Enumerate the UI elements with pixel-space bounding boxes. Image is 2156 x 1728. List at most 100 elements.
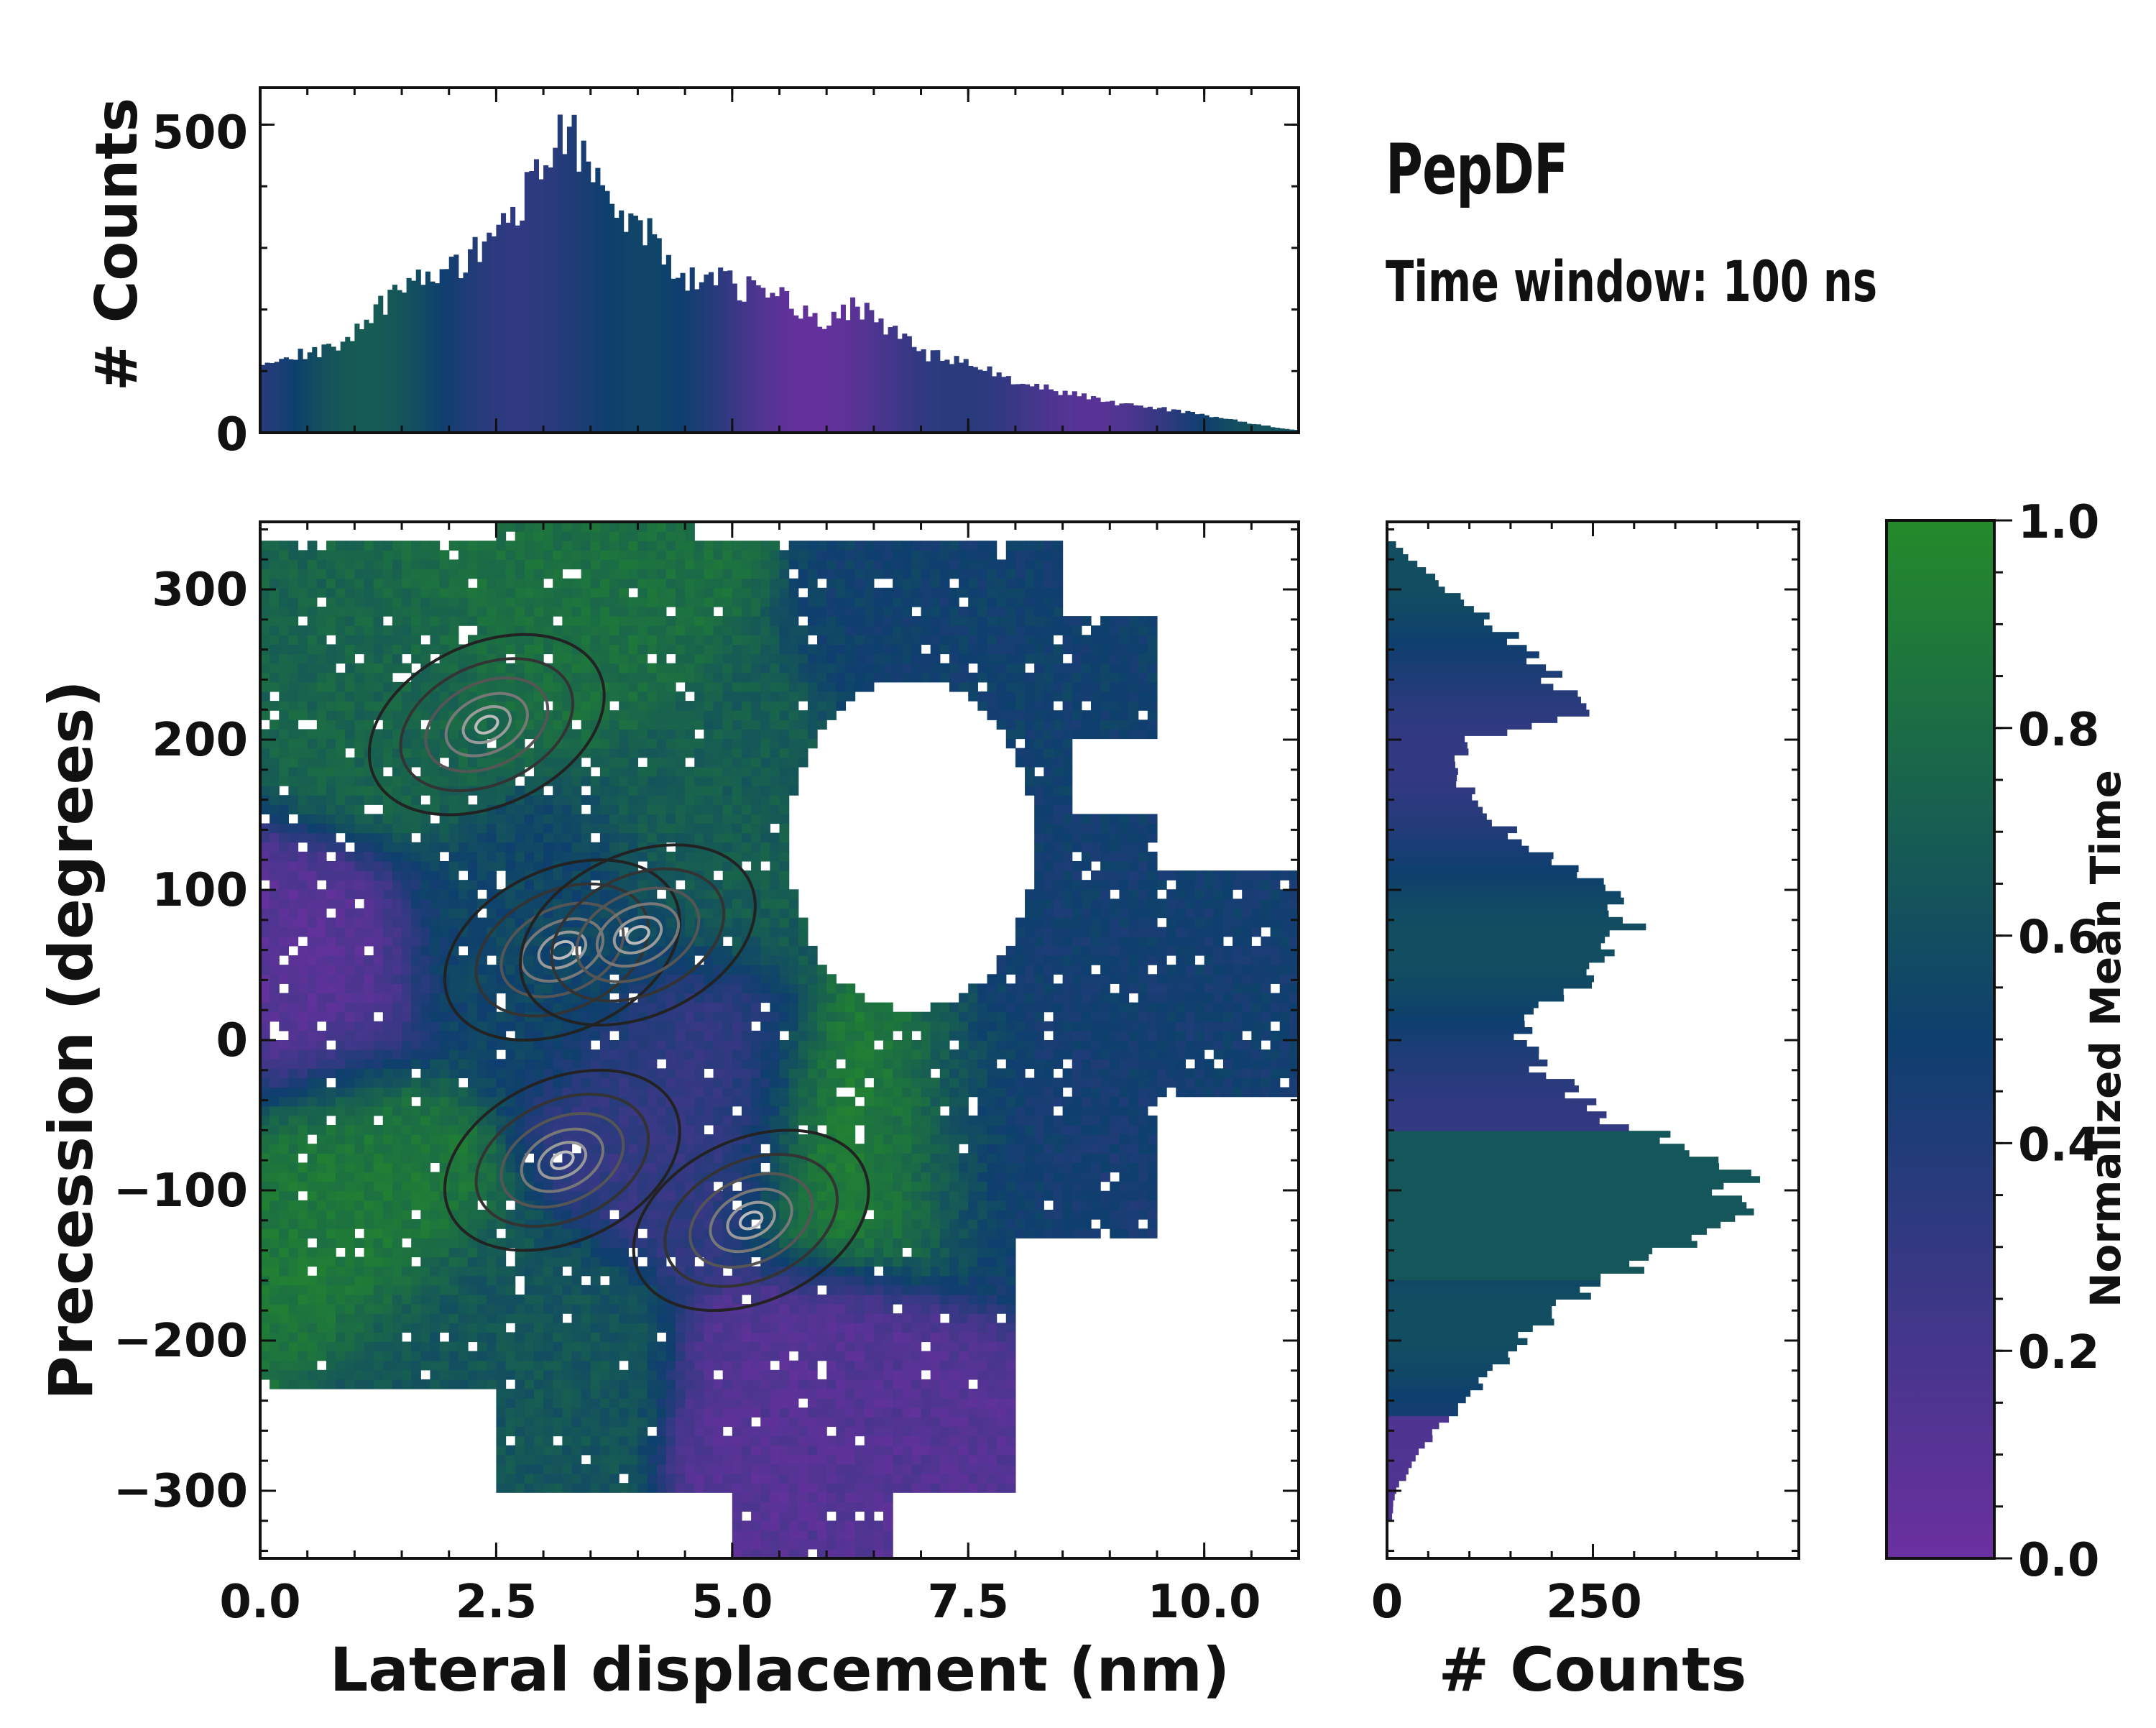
heatmap-cell	[487, 965, 497, 975]
heatmap-cell	[722, 1002, 733, 1013]
heatmap-cell	[751, 974, 761, 984]
heatmap-cell	[420, 1323, 431, 1333]
heatmap-cell	[430, 578, 441, 589]
heatmap-cell	[732, 880, 742, 890]
heatmap-cell	[260, 710, 270, 720]
heatmap-cell	[685, 974, 695, 984]
heatmap-cell	[298, 1030, 308, 1041]
heatmap-cell	[599, 1304, 610, 1314]
heatmap-cell	[288, 1030, 299, 1041]
heatmap-cell	[656, 1445, 667, 1456]
heatmap-cell	[402, 748, 412, 758]
heatmap-cell	[694, 720, 705, 730]
heatmap-cell	[571, 814, 582, 824]
heatmap-cell	[619, 842, 629, 852]
heatmap-cell	[685, 644, 695, 655]
heatmap-cell	[581, 842, 591, 852]
heatmap-cell	[279, 1209, 290, 1220]
heatmap-cell	[260, 1200, 270, 1210]
heatmap-cell	[354, 1275, 365, 1286]
heatmap-cell	[704, 870, 714, 881]
heatmap-cell	[647, 1379, 658, 1389]
heatmap-cell	[411, 1124, 421, 1135]
heatmap-cell	[477, 663, 487, 674]
heatmap-cell	[354, 1106, 365, 1116]
heatmap-cell	[420, 1077, 431, 1088]
heatmap-cell	[704, 569, 714, 579]
heatmap-cell	[590, 1426, 601, 1437]
heatmap-cell	[760, 1341, 770, 1352]
heatmap-cell	[270, 653, 280, 664]
heatmap-cell	[364, 1209, 374, 1220]
heatmap-cell	[665, 578, 676, 589]
heatmap-cell	[676, 559, 686, 570]
heatmap-cell	[392, 1379, 402, 1389]
heatmap-cell	[704, 795, 714, 805]
heatmap-cell	[533, 1341, 544, 1352]
heatmap-cell	[307, 1228, 318, 1238]
heatmap-cell	[448, 681, 459, 692]
heatmap-cell	[722, 757, 733, 768]
heatmap-cell	[599, 597, 610, 607]
heatmap-cell	[496, 795, 507, 805]
heatmap-cell	[722, 1011, 733, 1022]
heatmap-cell	[316, 1002, 327, 1013]
heatmap-cell	[411, 1153, 421, 1164]
heatmap-cell	[288, 1228, 299, 1238]
heatmap-cell	[326, 965, 336, 975]
heatmap-cell	[326, 1124, 336, 1135]
heatmap-cell	[439, 1256, 450, 1267]
heatmap-cell	[288, 1313, 299, 1323]
heatmap-cell	[543, 681, 553, 692]
heatmap-cell	[553, 1087, 563, 1098]
heatmap-cell	[704, 899, 714, 909]
heatmap-cell	[487, 569, 497, 579]
heatmap-cell	[458, 1323, 469, 1333]
heatmap-cell	[402, 559, 412, 570]
heatmap-cell	[270, 795, 280, 805]
heatmap-cell	[279, 1144, 290, 1154]
heatmap-cell	[590, 738, 601, 749]
heatmap-cell	[392, 899, 402, 909]
heatmap-cell	[732, 1030, 742, 1041]
heatmap-cell	[722, 616, 733, 626]
heatmap-cell	[448, 569, 459, 579]
heatmap-cell	[345, 1002, 355, 1013]
heatmap-cell	[392, 1284, 402, 1295]
heatmap-cell	[694, 1474, 705, 1484]
heatmap-cell	[732, 653, 742, 664]
heatmap-cell	[676, 1323, 686, 1333]
heatmap-cell	[336, 851, 346, 862]
heatmap-cell	[477, 1040, 487, 1050]
heatmap-cell	[722, 1407, 733, 1417]
heatmap-cell	[590, 1172, 601, 1182]
heatmap-cell	[448, 606, 459, 617]
heatmap-cell	[382, 597, 393, 607]
heatmap-cell	[562, 1115, 573, 1126]
heatmap-cell	[392, 1153, 402, 1164]
heatmap-cell	[515, 814, 525, 824]
heatmap-cell	[637, 672, 648, 683]
heatmap-cell	[741, 691, 752, 702]
heatmap-cell	[430, 720, 441, 730]
heatmap-cell	[533, 766, 544, 777]
heatmap-cell	[477, 795, 487, 805]
heatmap-cell	[345, 993, 355, 1003]
heatmap-cell	[496, 522, 507, 532]
heatmap-cell	[628, 1407, 639, 1417]
heatmap-cell	[382, 550, 393, 561]
heatmap-cell	[553, 1228, 563, 1238]
heatmap-cell	[628, 1087, 639, 1098]
heatmap-cell	[373, 917, 384, 928]
heatmap-cell	[524, 1294, 535, 1305]
heatmap-cell	[732, 757, 742, 768]
heatmap-cell	[599, 1379, 610, 1389]
heatmap-cell	[760, 1435, 770, 1446]
heatmap-cell	[354, 823, 365, 834]
heatmap-cell	[751, 1389, 761, 1399]
heatmap-cell	[382, 880, 393, 890]
heatmap-cell	[524, 644, 535, 655]
heatmap-cell	[533, 1284, 544, 1295]
heatmap-cell	[647, 1087, 658, 1098]
heatmap-cell	[619, 1332, 629, 1343]
